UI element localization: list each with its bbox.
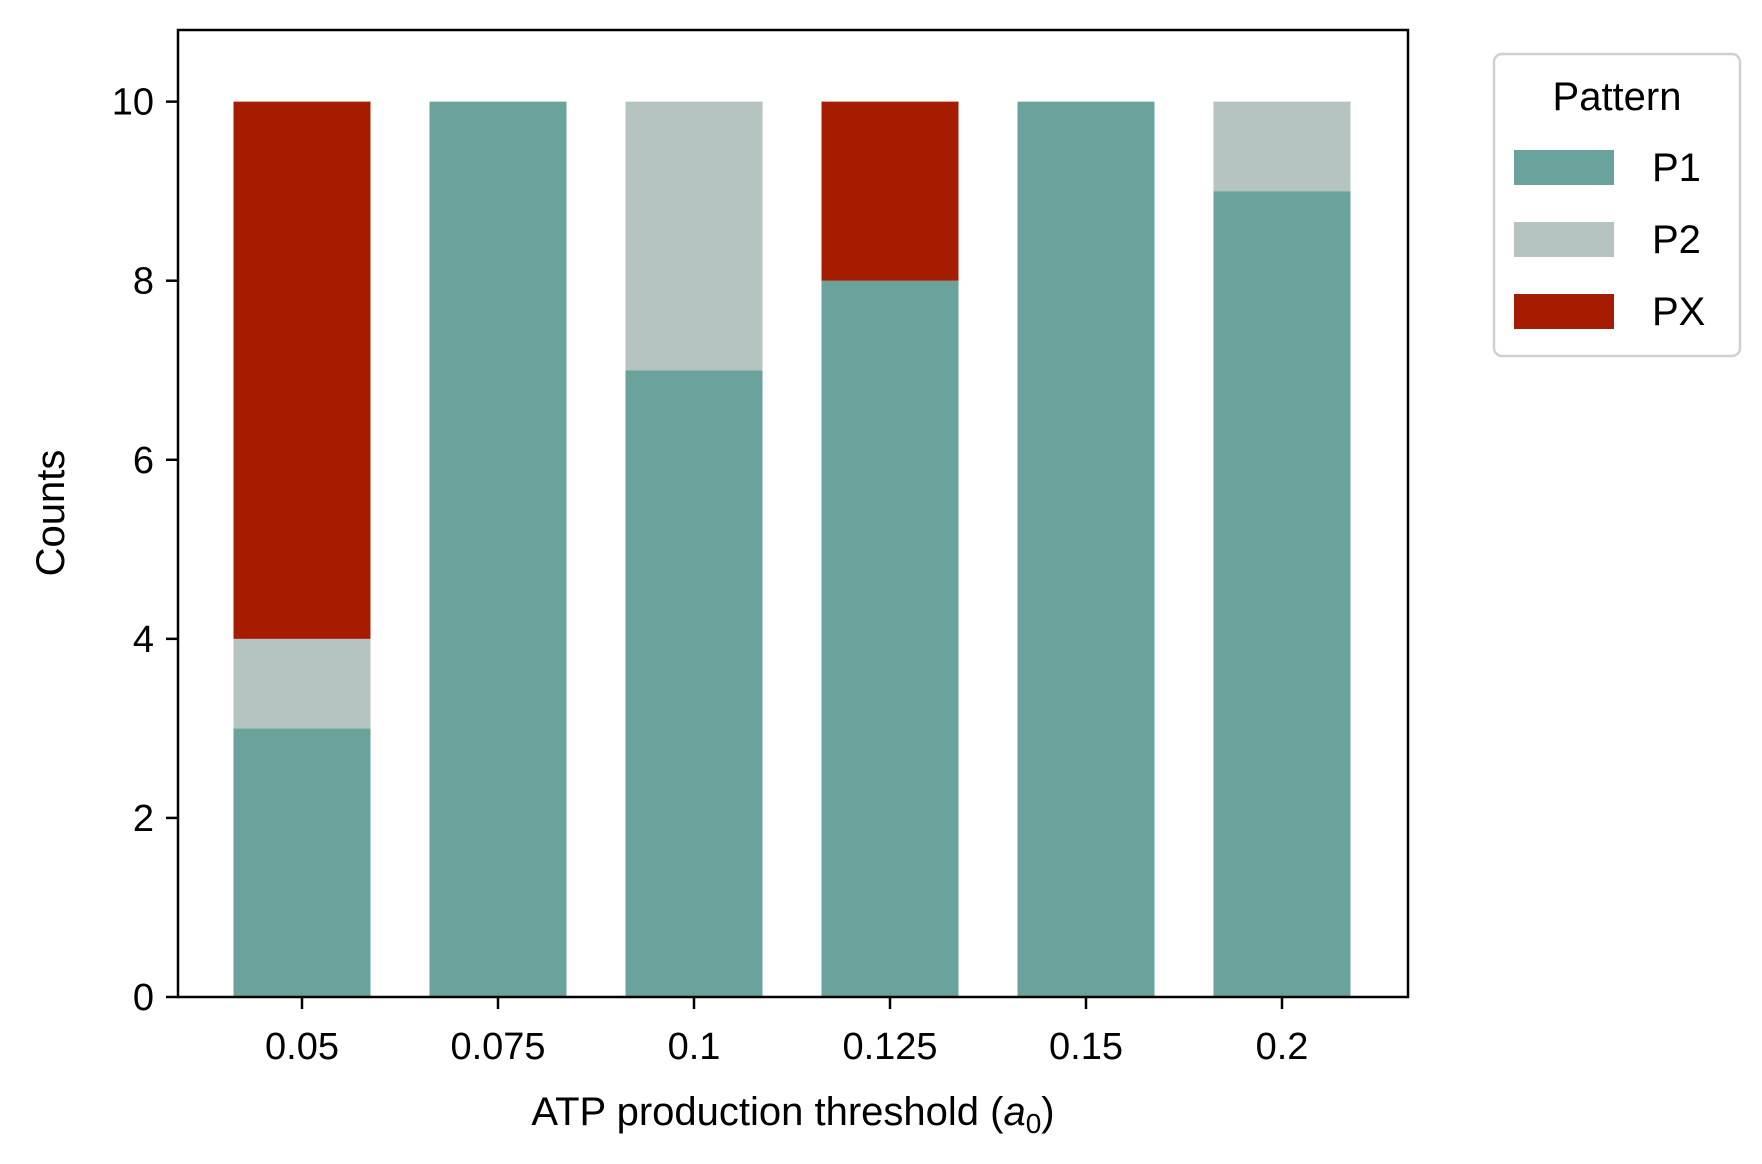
bar-px-0.05 (233, 101, 371, 639)
y-tick-label: 2 (133, 798, 154, 840)
x-tick-label: 0.125 (842, 1026, 937, 1068)
x-axis-label: ATP production threshold (a0) (531, 1090, 1054, 1139)
bar-p2-0.05 (233, 638, 371, 729)
legend-label-p2: P2 (1652, 218, 1701, 262)
y-tick-label: 10 (112, 82, 154, 124)
x-tick-label: 0.2 (1256, 1026, 1309, 1068)
y-tick-label: 4 (133, 619, 154, 661)
bar-px-0.125 (821, 101, 959, 281)
legend-label-px: PX (1652, 290, 1705, 334)
bar-p1-0.05 (233, 728, 371, 997)
x-tick-label: 0.075 (450, 1026, 545, 1068)
bars-layer (233, 101, 1351, 998)
legend-items: P1 P2 PX (1514, 146, 1705, 334)
x-tick-label: 0.05 (265, 1026, 339, 1068)
bar-p1-0.15 (1017, 101, 1155, 997)
legend-label-p1: P1 (1652, 146, 1701, 190)
legend-swatch-p2 (1514, 222, 1614, 257)
bar-p1-0.075 (429, 101, 567, 997)
legend-frame (1492, 52, 1742, 358)
bar-p2-0.1 (625, 101, 763, 371)
y-axis-label: Counts (29, 450, 73, 577)
bar-p1-0.125 (821, 280, 959, 997)
x-tick-label: 0.1 (668, 1026, 721, 1068)
y-tick-label: 6 (133, 440, 154, 482)
bar-p2-0.2 (1213, 101, 1351, 192)
x-axis: 0.05 0.075 0.1 0.125 0.15 0.2 (265, 997, 1308, 1068)
y-tick-label: 8 (133, 261, 154, 303)
x-tick-label: 0.15 (1049, 1026, 1123, 1068)
bar-p1-0.1 (625, 370, 763, 998)
y-tick-label: 0 (133, 977, 154, 1019)
plot-frame (176, 28, 1410, 999)
y-axis: 0 2 4 6 8 10 (112, 82, 178, 1019)
bar-p1-0.2 (1213, 191, 1351, 997)
legend-swatch-p1 (1514, 150, 1614, 185)
legend-title: Pattern (1553, 75, 1682, 119)
legend-swatch-px (1514, 294, 1614, 329)
legend: Pattern P1 P2 PX (1492, 52, 1742, 358)
